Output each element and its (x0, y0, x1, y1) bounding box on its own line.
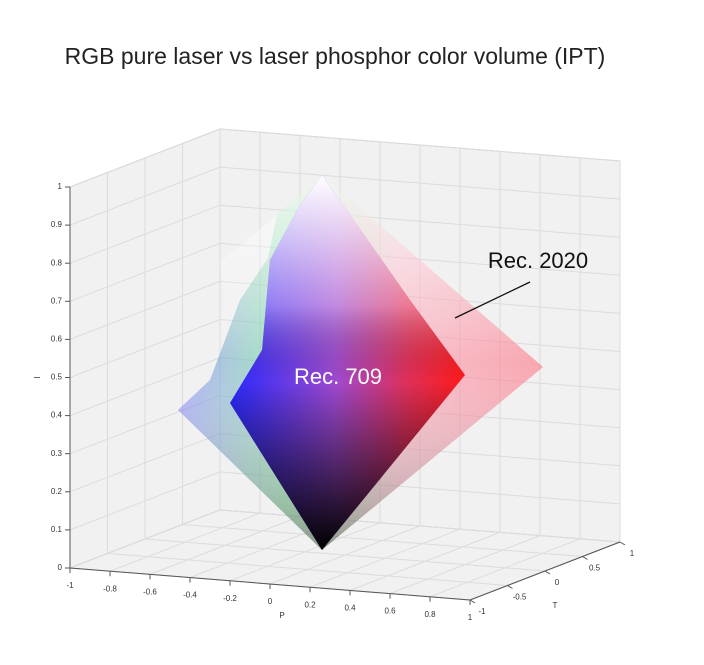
x-tick-label: 0.2 (304, 600, 316, 609)
tick-mark (508, 586, 513, 589)
x-tick-label: 0.6 (384, 607, 396, 616)
annotation: Rec. 709 (294, 364, 382, 389)
x-tick-label: 0.4 (344, 604, 356, 613)
z-tick-label: 0.2 (51, 487, 63, 496)
x-tick-label: 0.8 (424, 610, 436, 619)
z-tick-label: 0.3 (51, 449, 63, 458)
z-tick-label: 0.7 (51, 296, 63, 305)
y-tick-label: 0 (555, 578, 560, 587)
x-tick-label: -0.6 (143, 588, 157, 597)
z-tick-label: 0.4 (51, 411, 63, 420)
y-tick-label: -0.5 (513, 593, 527, 602)
x-tick-label: -1 (66, 581, 74, 590)
y-tick-label: 0.5 (589, 564, 601, 573)
z-tick-label: 0.8 (51, 258, 63, 267)
x-tick-label: -0.8 (103, 584, 117, 593)
x-tick-label: 0 (268, 597, 273, 606)
y-tick-label: 1 (630, 549, 635, 558)
y-axis-label: T (553, 601, 558, 610)
z-axis-label: I (33, 376, 42, 378)
z-tick-label: 0.1 (51, 525, 63, 534)
z-tick-label: 0.6 (51, 335, 63, 344)
z-tick-label: 1 (58, 182, 63, 191)
tick-mark (545, 571, 550, 574)
z-tick-label: 0.5 (51, 373, 63, 382)
tick-mark (583, 557, 588, 560)
z-tick-label: 0 (58, 563, 63, 572)
x-tick-label: 1 (468, 613, 473, 622)
x-tick-label: -0.4 (183, 591, 197, 600)
tick-mark (620, 542, 625, 545)
chart-title: RGB pure laser vs laser phosphor color v… (65, 43, 606, 69)
x-tick-label: -0.2 (223, 594, 237, 603)
z-tick-label: 0.9 (51, 220, 63, 229)
tick-mark (470, 600, 475, 603)
y-tick-label: -1 (478, 607, 486, 616)
x-axis-label: P (279, 611, 284, 620)
annotation: Rec. 2020 (488, 248, 588, 273)
